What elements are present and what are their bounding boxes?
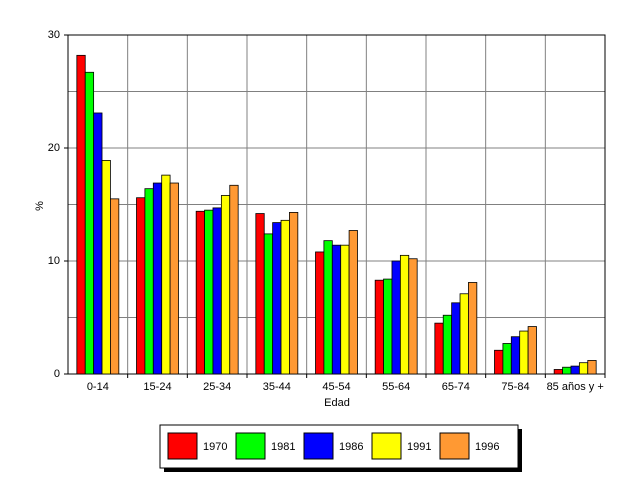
x-axis-label: Edad [324,397,350,409]
bar [272,222,282,375]
bar [152,182,163,375]
x-tick-label: 0-14 [87,381,109,393]
y-tick-label: 0 [54,368,60,380]
x-tick-label: 15-24 [143,381,171,393]
bar [84,71,95,375]
bar [510,336,521,375]
legend-swatch [167,432,198,460]
legend-label: 1996 [475,441,499,453]
bar [519,330,529,375]
bar [220,195,231,375]
bar [502,343,512,375]
bar [442,314,453,375]
bar [76,54,86,375]
bar [195,210,205,375]
legend-label: 1986 [339,441,363,453]
bar [93,112,103,375]
x-tick-label: 75-84 [501,381,529,393]
bar [451,302,461,375]
bar [383,278,393,375]
legend-label: 1981 [271,441,295,453]
y-tick-label: 10 [48,255,60,267]
bar [101,160,111,375]
bar [391,260,401,375]
bar [289,212,299,375]
bar [578,362,589,375]
bar [553,369,563,375]
bar [434,322,444,375]
bar [494,349,504,375]
bar [399,254,410,375]
legend-swatch [235,432,266,460]
x-tick-label: 85 años y + [547,381,604,393]
bar [374,279,384,375]
bar [161,174,171,375]
x-tick-label: 35-44 [263,381,291,393]
bar [348,230,358,375]
bar [280,219,290,375]
bar [459,293,469,375]
y-axis-label: % [34,201,46,211]
bar [562,366,572,375]
bar [570,365,580,375]
legend-swatch [439,432,470,460]
bar [263,233,274,375]
bar [408,258,418,375]
bar [587,360,597,375]
x-tick-label: 45-54 [322,381,350,393]
bar [323,240,333,375]
bar [468,282,478,375]
bar [136,197,146,375]
bar [204,209,214,375]
bar [229,184,239,375]
bar [169,182,179,375]
legend-label: 1970 [203,441,227,453]
y-tick-label: 30 [48,29,60,41]
bar [144,188,154,375]
bar [212,207,222,375]
bar [331,244,342,375]
bar [255,213,265,375]
x-tick-label: 55-64 [382,381,410,393]
legend-label: 1991 [407,441,431,453]
legend-swatch [303,432,334,460]
bar [527,326,537,375]
legend-swatch [371,432,402,460]
bar [340,244,350,375]
y-tick-label: 20 [48,142,60,154]
bar [110,198,120,375]
x-tick-label: 25-34 [203,381,231,393]
x-tick-label: 65-74 [442,381,470,393]
bar [315,251,325,375]
